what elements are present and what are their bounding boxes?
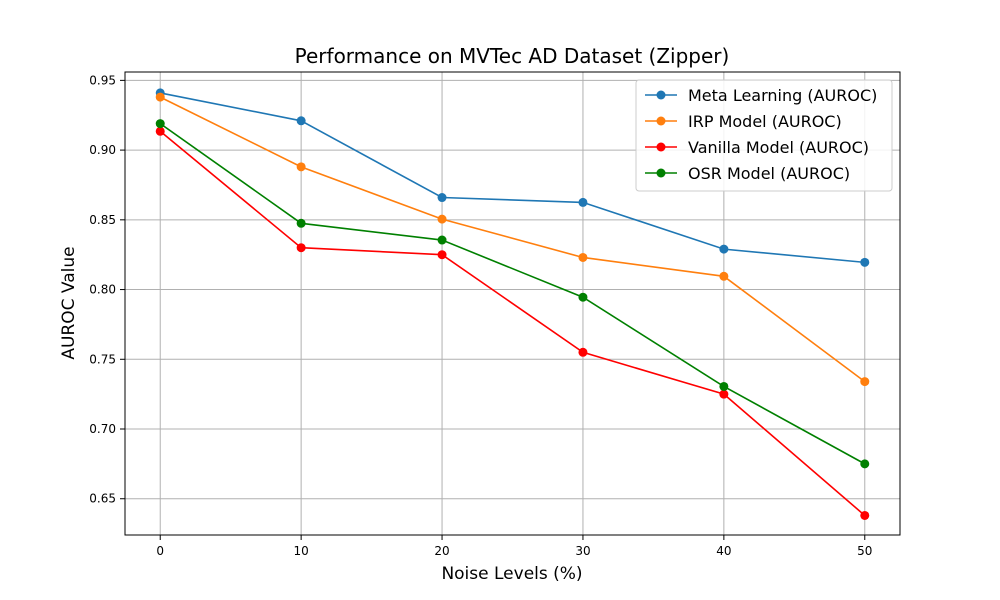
- legend-label-meta-learning-auroc: Meta Learning (AUROC): [688, 86, 877, 105]
- data-point-irp-model-auroc: [155, 92, 165, 102]
- y-axis-title: AUROC Value: [59, 246, 79, 359]
- data-point-irp-model-auroc: [296, 162, 306, 172]
- data-point-osr-model-auroc: [437, 235, 447, 245]
- plot-frame: [124, 71, 901, 536]
- data-point-vanilla-model-auroc: [719, 389, 729, 399]
- data-point-osr-model-auroc: [719, 381, 729, 391]
- y-tick-label: 0.90: [89, 143, 116, 157]
- data-point-meta-learning-auroc: [719, 244, 729, 254]
- y-tick-label: 0.80: [89, 283, 116, 297]
- y-tick-label: 0.85: [89, 213, 116, 227]
- series-line-osr-model-auroc: [159, 122, 866, 465]
- y-axis: 0.65 0.70 0.75 0.80 0.85 0.90 0.95: [89, 73, 125, 506]
- legend: Meta Learning (AUROC) IRP Model (AUROC) Va…: [635, 79, 893, 192]
- data-point-irp-model-auroc: [860, 377, 870, 387]
- series-line-meta-learning-auroc: [160, 92, 865, 264]
- series-line-irp-model-auroc: [159, 96, 866, 383]
- x-tick-label: 40: [716, 544, 731, 558]
- data-point-irp-model-auroc: [719, 271, 729, 281]
- y-tick-label: 0.65: [89, 492, 116, 506]
- legend-marker-irp-model-auroc: [656, 116, 666, 126]
- data-point-vanilla-model-auroc: [155, 126, 165, 136]
- series-line-vanilla-model-auroc: [159, 130, 866, 517]
- data-point-meta-learning-auroc: [437, 193, 447, 203]
- y-tick-label: 0.95: [89, 73, 116, 87]
- x-tick-label: 0: [156, 544, 164, 558]
- y-tick-label: 0.70: [89, 422, 116, 436]
- x-axis-title: Noise Levels (%): [441, 564, 582, 584]
- data-point-meta-learning-auroc: [578, 197, 588, 207]
- data-point-vanilla-model-auroc: [860, 510, 870, 520]
- legend-box: [635, 79, 893, 192]
- x-tick-label: 10: [293, 544, 308, 558]
- legend-marker-osr-model-auroc: [656, 168, 666, 178]
- legend-label-osr-model-auroc: OSR Model (AUROC): [688, 164, 850, 183]
- data-point-osr-model-auroc: [860, 459, 870, 469]
- data-point-vanilla-model-auroc: [578, 347, 588, 357]
- data-point-osr-model-auroc: [296, 218, 306, 228]
- legend-label-vanilla-model-auroc: Vanilla Model (AUROC): [688, 138, 869, 157]
- x-tick-label: 20: [434, 544, 449, 558]
- y-tick-label: 0.75: [89, 352, 116, 366]
- legend-label-irp-model-auroc: IRP Model (AUROC): [688, 112, 842, 131]
- x-tick-label: 30: [575, 544, 590, 558]
- x-tick-label: 50: [857, 544, 872, 558]
- grid: [125, 72, 900, 535]
- data-point-osr-model-auroc: [578, 292, 588, 302]
- data-point-irp-model-auroc: [437, 214, 447, 224]
- series-lines: [155, 88, 870, 520]
- data-point-osr-model-auroc: [155, 119, 165, 129]
- legend-marker-meta-learning-auroc: [656, 90, 666, 100]
- legend-marker-vanilla-model-auroc: [656, 142, 666, 152]
- x-axis: 0 10 20 30 40 50: [156, 535, 872, 558]
- chart-title: Performance on MVTec AD Dataset (Zipper): [295, 44, 730, 68]
- data-point-meta-learning-auroc: [860, 257, 870, 267]
- data-point-vanilla-model-auroc: [437, 250, 447, 260]
- data-point-meta-learning-auroc: [296, 116, 306, 126]
- data-point-irp-model-auroc: [578, 252, 588, 262]
- data-point-vanilla-model-auroc: [296, 243, 306, 253]
